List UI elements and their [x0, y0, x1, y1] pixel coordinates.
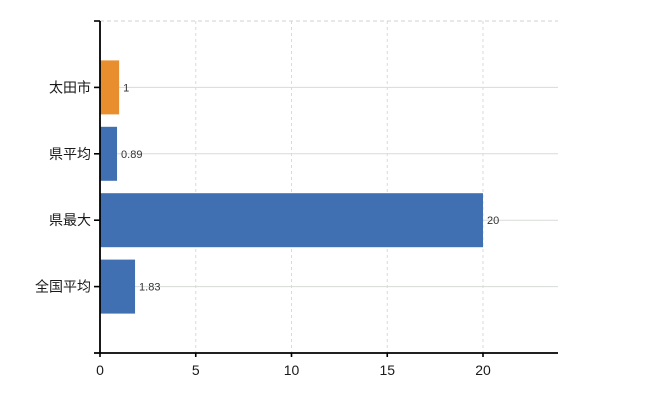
- category-label-2: 県最大: [49, 212, 91, 228]
- bar-1[interactable]: [100, 126, 118, 181]
- category-label-1: 県平均: [49, 146, 91, 162]
- x-tick-label-4: 20: [475, 362, 491, 378]
- bars: [100, 60, 483, 314]
- bar-2[interactable]: [100, 193, 483, 248]
- category-label-0: 太田市: [49, 79, 91, 95]
- bar-0[interactable]: [100, 60, 120, 115]
- x-tick-label-0: 0: [96, 362, 104, 378]
- bar-value-label: 0.89: [121, 149, 142, 161]
- bar-value-label: 1: [123, 82, 129, 94]
- x-tick-label-1: 5: [192, 362, 200, 378]
- category-label-3: 全国平均: [35, 279, 91, 295]
- bar-value-label: 20: [487, 215, 499, 227]
- gridlines: [100, 20, 558, 353]
- bar-3[interactable]: [100, 259, 136, 314]
- x-tick-label-2: 10: [284, 362, 300, 378]
- axes: [94, 20, 558, 357]
- bar-value-label: 1.83: [139, 282, 160, 294]
- x-tick-label-3: 15: [379, 362, 395, 378]
